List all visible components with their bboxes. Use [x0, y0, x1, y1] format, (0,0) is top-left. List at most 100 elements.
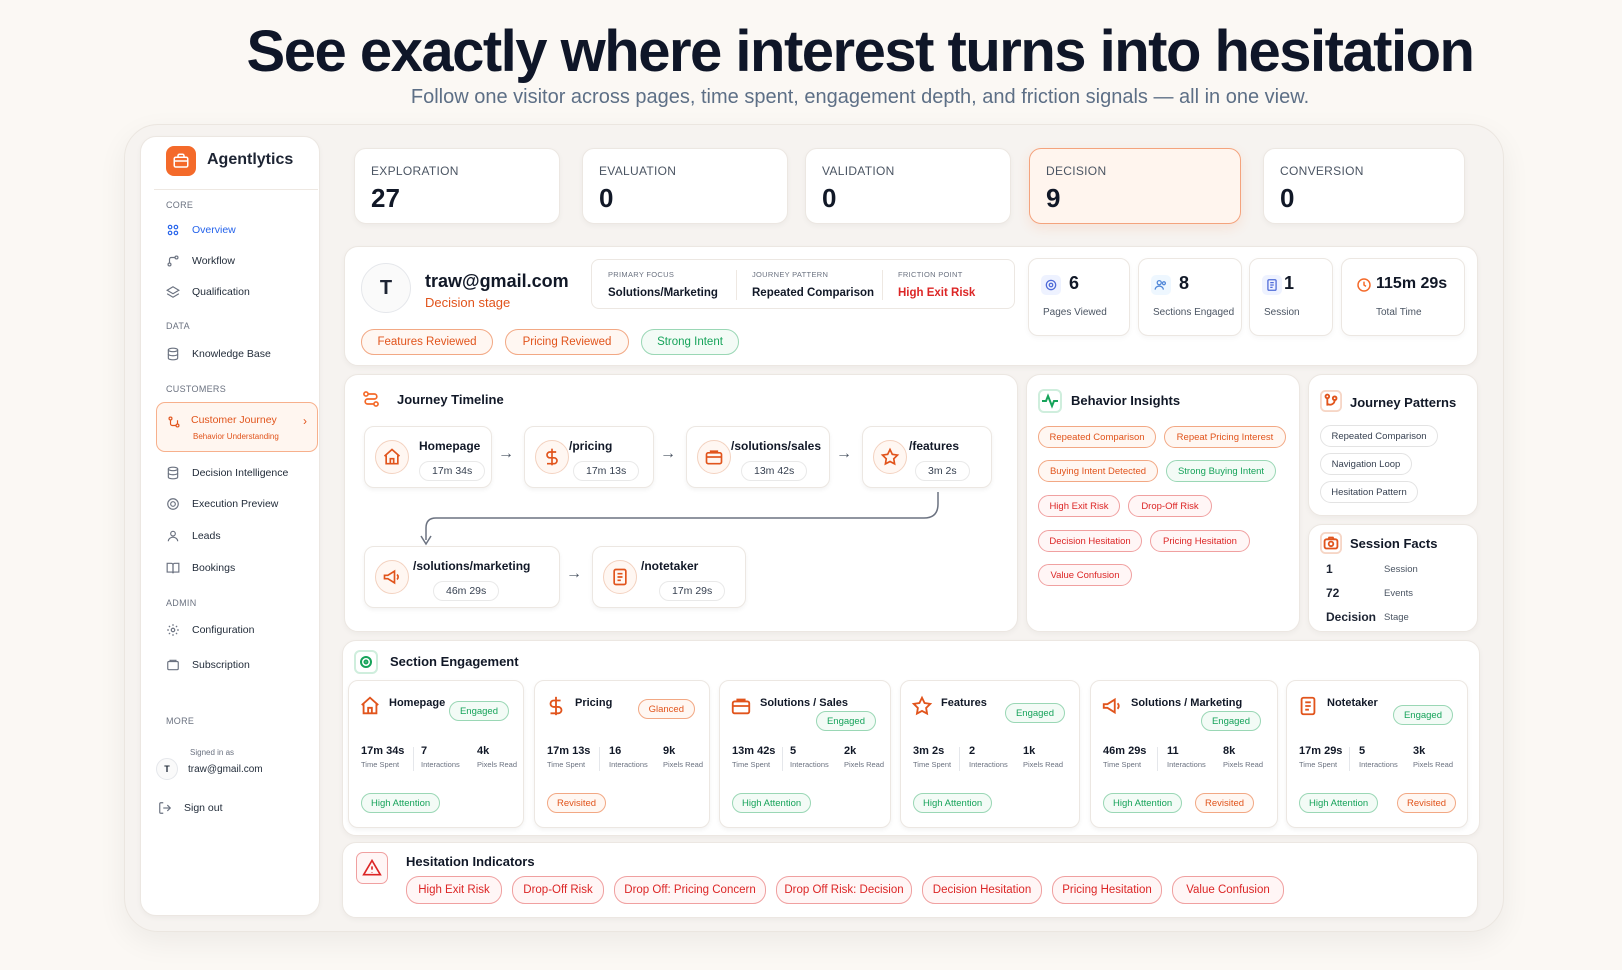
sidebar-item-knowledge-base[interactable]: Knowledge Base	[166, 344, 316, 364]
stat-label: Pixels Read	[477, 760, 518, 769]
kpi-pages-viewed: 6 Pages Viewed	[1028, 258, 1130, 336]
kpi-label: Total Time	[1376, 307, 1422, 318]
insight-pill: Pricing Hesitation	[1150, 530, 1250, 552]
stat-value: 3m 2s	[913, 745, 945, 757]
stage-card-conversion[interactable]: CONVERSION 0	[1263, 148, 1465, 224]
stat-time: 17m 34s Time Spent	[361, 745, 404, 769]
facts-title: Session Facts	[1350, 536, 1438, 551]
user-icon	[167, 530, 179, 542]
sidebar-item-configuration[interactable]: Configuration	[166, 620, 316, 640]
sidebar-item-bookings[interactable]: Bookings	[166, 558, 316, 578]
stat-label: Interactions	[609, 760, 648, 769]
sidebar-item-label: Leads	[192, 530, 221, 542]
kpi-label: Sections Engaged	[1153, 307, 1235, 318]
sidebar-item-qualification[interactable]: Qualification	[166, 282, 316, 302]
arrow-right-icon: →	[566, 565, 582, 582]
stat-divider	[1349, 747, 1350, 771]
journey-icon	[168, 416, 180, 428]
sidebar-item-leads[interactable]: Leads	[166, 526, 316, 546]
attention-tag: High Attention	[732, 793, 812, 813]
stage-card-exploration[interactable]: EXPLORATION 27	[354, 148, 560, 224]
fact-label: Stage	[1384, 612, 1409, 623]
stage-card-decision[interactable]: DECISION 9	[1029, 148, 1241, 224]
meta-label: PRIMARY FOCUS	[608, 270, 675, 279]
timeline-node-solutions-sales[interactable]: /solutions/sales 13m 42s	[686, 426, 830, 488]
engagement-card-solutions-marketing[interactable]: Solutions / Marketing Engaged 46m 29s Tim…	[1090, 680, 1278, 828]
activity-icon	[1038, 389, 1062, 413]
tag-features-reviewed: Features Reviewed	[361, 329, 493, 355]
stat-divider	[1157, 747, 1158, 771]
meta-value: Repeated Comparison	[752, 287, 875, 299]
sidebar-item-customer-journey[interactable]: Customer Journey Behavior Understanding …	[156, 402, 318, 452]
stage-count: 27	[371, 183, 400, 213]
current-user[interactable]: T traw@gmail.com	[156, 758, 263, 780]
stat-label: Time Spent	[361, 760, 400, 769]
node-name: Homepage	[419, 439, 481, 453]
sidebar-item-label: Bookings	[192, 562, 236, 574]
insight-pill: High Exit Risk	[1038, 495, 1120, 517]
insight-pill: Buying Intent Detected	[1038, 460, 1158, 482]
insight-pill: Value Confusion	[1038, 564, 1132, 586]
stat-value: 46m 29s	[1103, 745, 1147, 757]
git-branch-icon	[1320, 390, 1342, 412]
grid-icon	[167, 224, 179, 236]
arrow-right-icon: →	[836, 445, 852, 462]
timeline-title: Journey Timeline	[397, 392, 504, 407]
timeline-node-features[interactable]: /features 3m 2s	[862, 426, 992, 488]
engagement-card-pricing[interactable]: Pricing Glanced 17m 13s Time Spent 16 Inte…	[534, 680, 710, 828]
hesitation-pill: High Exit Risk	[406, 876, 502, 904]
engagement-card-features[interactable]: Features Engaged 3m 2s Time Spent 2 Intera…	[900, 680, 1080, 828]
sidebar-item-label: Execution Preview	[192, 498, 279, 510]
timeline-node-homepage[interactable]: Homepage 17m 34s	[364, 426, 492, 488]
stat-interactions: 16 Interactions	[609, 745, 648, 769]
sidebar-item-overview[interactable]: Overview	[166, 220, 316, 240]
sidebar-divider	[154, 189, 318, 190]
stat-time: 46m 29s Time Spent	[1103, 745, 1146, 769]
hesitation-title: Hesitation Indicators	[406, 854, 535, 869]
section-name: Notetaker	[1327, 697, 1378, 709]
timeline-node-notetaker[interactable]: /notetaker 17m 29s	[592, 546, 746, 608]
stage-card-evaluation[interactable]: EVALUATION 0	[582, 148, 788, 224]
chevron-right-icon: ›	[303, 414, 307, 428]
node-name: /notetaker	[641, 559, 699, 573]
fact-value: Decision	[1326, 610, 1377, 624]
meta-divider	[882, 270, 883, 300]
sidebar-item-decision-intelligence[interactable]: Decision Intelligence	[166, 463, 316, 483]
section-label-data: DATA	[166, 321, 190, 331]
hesitation-pill: Drop-Off Risk	[512, 876, 604, 904]
hesitation-pill: Value Confusion	[1172, 876, 1284, 904]
stat-value: 2	[969, 745, 976, 757]
stat-label: Time Spent	[732, 760, 771, 769]
sidebar-item-workflow[interactable]: Workflow	[166, 251, 316, 271]
stage-card-validation[interactable]: VALIDATION 0	[805, 148, 1011, 224]
engagement-card-notetaker[interactable]: Notetaker Engaged 17m 29s Time Spent 5 Int…	[1286, 680, 1468, 828]
stat-interactions: 5 Interactions	[790, 745, 829, 769]
sidebar-item-execution-preview[interactable]: Execution Preview	[166, 494, 316, 514]
sign-out-button[interactable]: Sign out	[158, 798, 308, 818]
node-time: 3m 2s	[915, 461, 970, 481]
stat-interactions: 5 Interactions	[1359, 745, 1398, 769]
stat-pixels: 9k Pixels Read	[663, 745, 703, 769]
pattern-pill: Hesitation Pattern	[1320, 481, 1418, 503]
revisited-tag: Revisited	[547, 793, 607, 813]
fact-label: Events	[1384, 588, 1414, 599]
visitor-email: traw@gmail.com	[425, 271, 569, 291]
status-badge: Engaged	[1392, 705, 1453, 725]
node-name: /features	[909, 439, 960, 453]
briefcase-logo-icon[interactable]	[166, 146, 196, 176]
timeline-node-pricing[interactable]: /pricing 17m 13s	[524, 426, 654, 488]
engagement-card-homepage[interactable]: Homepage Engaged 17m 34s Time Spent 7 Inte…	[348, 680, 524, 828]
layers-icon	[166, 286, 180, 298]
user-email: traw@gmail.com	[188, 763, 263, 775]
patterns-title: Journey Patterns	[1350, 395, 1457, 410]
timeline-node-solutions-marketing[interactable]: /solutions/marketing 46m 29s	[364, 546, 560, 608]
insight-pill: Repeated Comparison	[1038, 426, 1156, 448]
camera-icon	[1320, 532, 1342, 554]
stage-label: EVALUATION	[599, 164, 677, 178]
engagement-card-solutions-sales[interactable]: Solutions / Sales Engaged 13m 42s Time Sp…	[719, 680, 891, 828]
attention-tag: High Attention	[913, 793, 993, 813]
insight-pill: Decision Hesitation	[1038, 530, 1142, 552]
revisited-tag: Revisited	[1397, 793, 1457, 813]
hesitation-pill: Pricing Hesitation	[1052, 876, 1162, 904]
sidebar-item-subscription[interactable]: Subscription	[166, 655, 316, 675]
